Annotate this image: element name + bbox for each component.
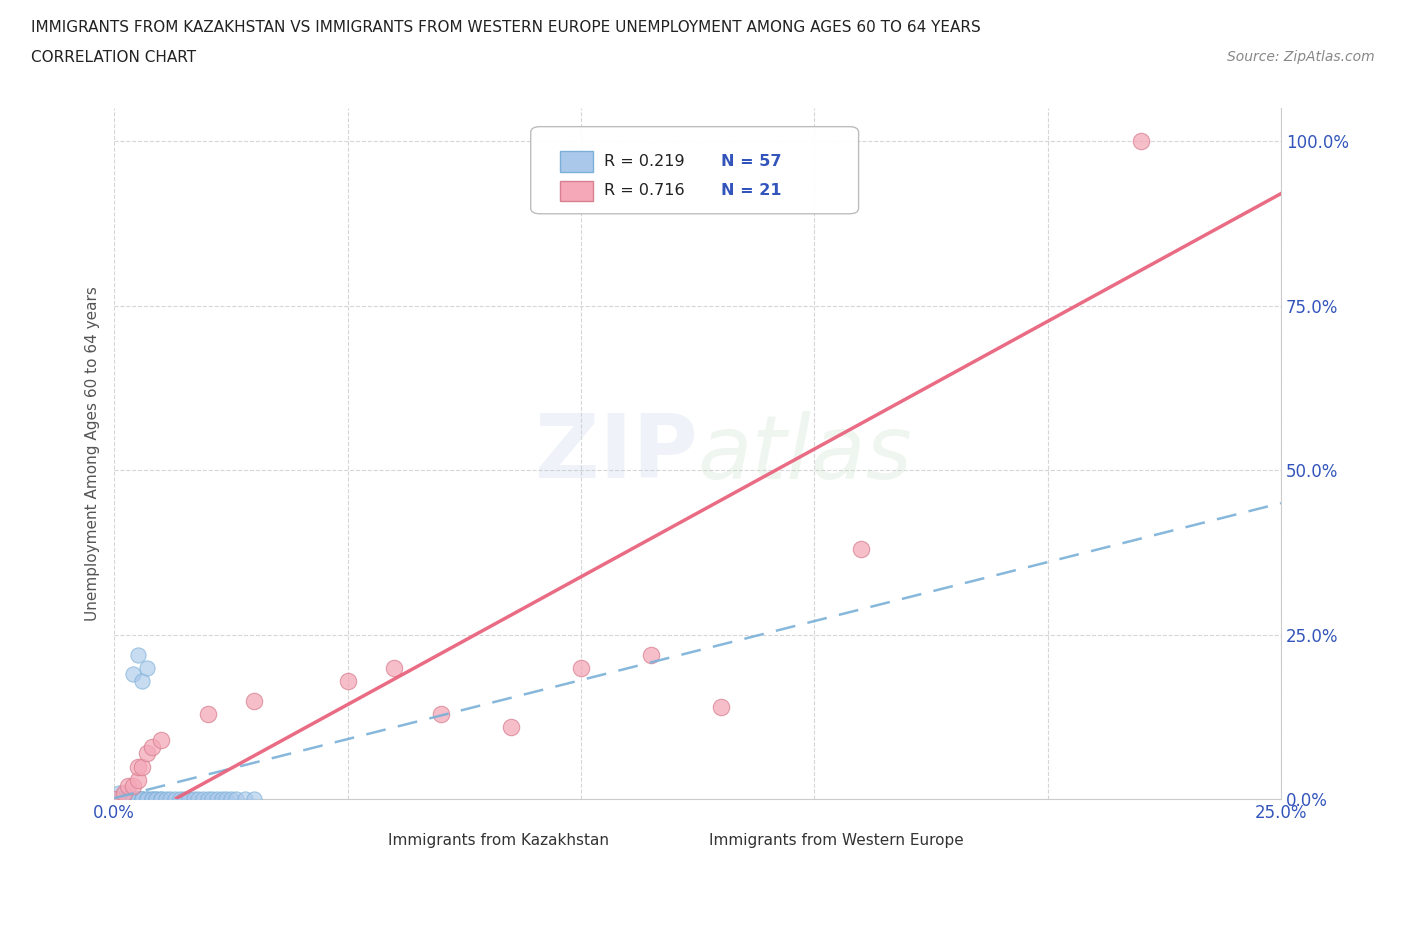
- Point: [103, 792, 125, 807]
- Point: [169, 792, 191, 807]
- Point: [108, 792, 131, 807]
- Point: [183, 792, 205, 807]
- Point: [141, 739, 163, 754]
- Point: [127, 792, 149, 807]
- Point: [131, 792, 153, 807]
- Point: [135, 660, 157, 675]
- Text: IMMIGRANTS FROM KAZAKHSTAN VS IMMIGRANTS FROM WESTERN EUROPE UNEMPLOYMENT AMONG : IMMIGRANTS FROM KAZAKHSTAN VS IMMIGRANTS…: [31, 20, 980, 35]
- Point: [1129, 134, 1152, 149]
- Text: R = 0.219: R = 0.219: [605, 153, 685, 168]
- Point: [197, 707, 219, 722]
- Point: [135, 746, 157, 761]
- Point: [201, 792, 224, 807]
- Point: [177, 792, 200, 807]
- Point: [112, 792, 135, 807]
- Text: atlas: atlas: [697, 411, 912, 497]
- Point: [211, 792, 233, 807]
- FancyBboxPatch shape: [675, 832, 700, 849]
- Point: [197, 792, 219, 807]
- Point: [849, 542, 872, 557]
- Point: [710, 699, 733, 714]
- FancyBboxPatch shape: [353, 832, 380, 849]
- Point: [499, 720, 522, 735]
- Point: [145, 792, 167, 807]
- Point: [121, 792, 143, 807]
- Point: [131, 792, 153, 807]
- Point: [112, 792, 135, 807]
- Point: [112, 786, 135, 801]
- FancyBboxPatch shape: [560, 180, 592, 201]
- Point: [121, 792, 143, 807]
- Point: [108, 792, 131, 807]
- Point: [108, 792, 131, 807]
- Point: [121, 667, 143, 682]
- Text: N = 57: N = 57: [721, 153, 782, 168]
- Point: [108, 792, 131, 807]
- Text: Immigrants from Western Europe: Immigrants from Western Europe: [709, 833, 965, 848]
- Point: [187, 792, 209, 807]
- Point: [103, 792, 125, 807]
- Point: [141, 792, 163, 807]
- Point: [103, 792, 125, 807]
- Point: [117, 792, 139, 807]
- Point: [149, 733, 172, 748]
- Point: [117, 792, 139, 807]
- Point: [135, 792, 157, 807]
- Point: [131, 792, 153, 807]
- Text: ZIP: ZIP: [534, 410, 697, 498]
- Point: [225, 792, 247, 807]
- Point: [103, 792, 125, 807]
- Text: CORRELATION CHART: CORRELATION CHART: [31, 50, 195, 65]
- Text: Source: ZipAtlas.com: Source: ZipAtlas.com: [1227, 50, 1375, 64]
- Point: [117, 778, 139, 793]
- Point: [117, 792, 139, 807]
- Point: [112, 792, 135, 807]
- Point: [215, 792, 238, 807]
- Point: [159, 792, 181, 807]
- Point: [149, 792, 172, 807]
- Point: [569, 660, 592, 675]
- Point: [141, 792, 163, 807]
- Point: [112, 786, 135, 801]
- Point: [131, 759, 153, 774]
- Point: [127, 792, 149, 807]
- Point: [135, 792, 157, 807]
- Point: [127, 772, 149, 787]
- Point: [191, 792, 214, 807]
- Point: [112, 792, 135, 807]
- Point: [127, 792, 149, 807]
- Point: [121, 792, 143, 807]
- Point: [127, 759, 149, 774]
- Point: [127, 647, 149, 662]
- FancyBboxPatch shape: [530, 126, 859, 214]
- Point: [108, 786, 131, 801]
- Point: [108, 792, 131, 807]
- Point: [205, 792, 228, 807]
- FancyBboxPatch shape: [560, 151, 592, 172]
- Text: N = 21: N = 21: [721, 183, 782, 198]
- Text: Immigrants from Kazakhstan: Immigrants from Kazakhstan: [388, 833, 609, 848]
- Point: [145, 792, 167, 807]
- Point: [233, 792, 256, 807]
- Point: [131, 673, 153, 688]
- Point: [155, 792, 177, 807]
- Point: [382, 660, 405, 675]
- Point: [430, 707, 453, 722]
- Point: [219, 792, 242, 807]
- Point: [243, 792, 266, 807]
- Y-axis label: Unemployment Among Ages 60 to 64 years: Unemployment Among Ages 60 to 64 years: [86, 286, 100, 621]
- Point: [336, 673, 359, 688]
- Point: [173, 792, 195, 807]
- Point: [163, 792, 186, 807]
- Point: [243, 693, 266, 708]
- Text: R = 0.716: R = 0.716: [605, 183, 685, 198]
- Point: [640, 647, 662, 662]
- Point: [117, 792, 139, 807]
- Point: [121, 778, 143, 793]
- Point: [149, 792, 172, 807]
